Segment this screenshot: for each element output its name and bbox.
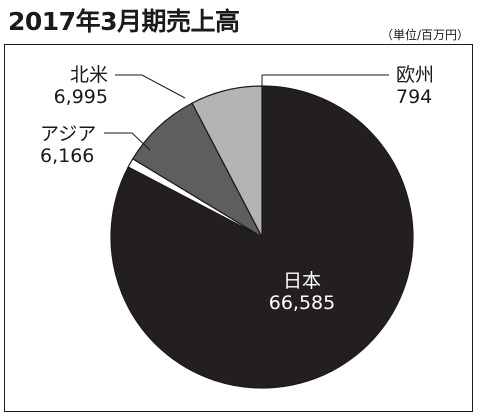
unit-note: （単位/百万円） [380, 28, 469, 42]
slice-label-asia: アジア [40, 123, 96, 145]
slice-value-north-america: 6,995 [54, 86, 108, 108]
slice-value-japan: 66,585 [269, 292, 335, 314]
leader-line-europe [261, 74, 389, 95]
leader-line-asia [104, 132, 151, 151]
leader-line-north-america [115, 74, 186, 99]
slice-label-japan: 日本 [283, 270, 321, 292]
slice-label-europe: 欧州 [396, 64, 434, 86]
pie-slice-japan [110, 85, 414, 389]
chart-frame [4, 44, 473, 412]
pie-slice-north-america [131, 102, 264, 239]
slice-value-europe: 794 [396, 86, 432, 108]
slice-value-asia: 6,166 [40, 145, 94, 167]
slice-label-north-america: 北米 [70, 64, 108, 86]
chart-title: 2017年3月期売上高 [8, 7, 240, 36]
